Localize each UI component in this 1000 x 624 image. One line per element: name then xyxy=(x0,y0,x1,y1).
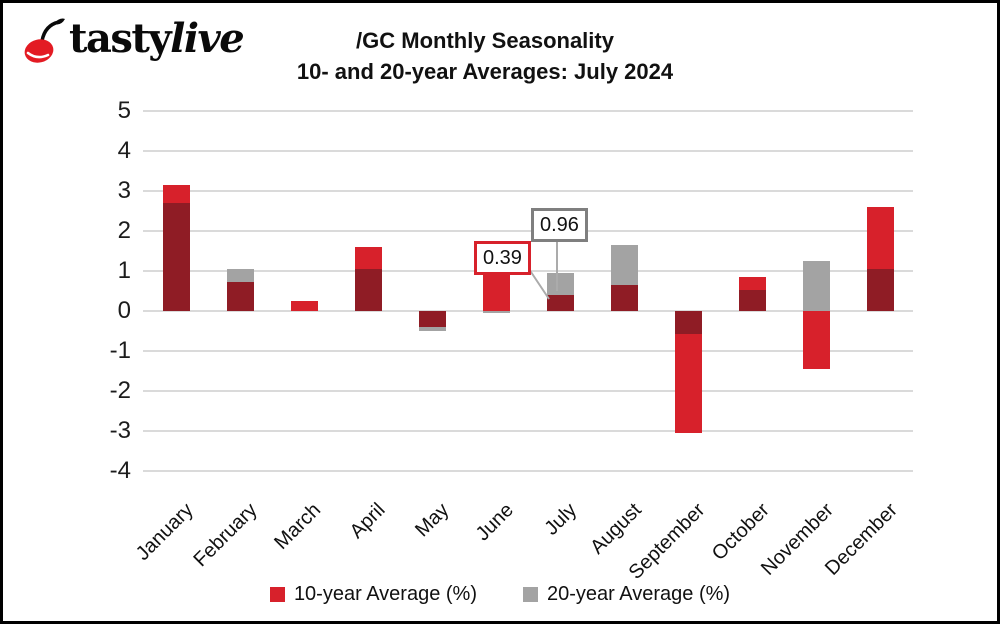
logo-live: live xyxy=(170,15,245,62)
chart-title-line2: 10- and 20-year Averages: July 2024 xyxy=(296,59,674,84)
gridline-y--4 xyxy=(143,470,913,472)
y-axis-tick-label: 2 xyxy=(117,217,131,244)
bar-november-20yr xyxy=(802,261,830,311)
gridline-y--3 xyxy=(143,430,913,432)
bar-june-20yr xyxy=(482,311,510,313)
gridline-y-0 xyxy=(143,310,913,312)
bar-june-10yr xyxy=(482,274,510,311)
legend-label-20yr: 20-year Average (%) xyxy=(547,583,731,605)
bar-may-overlap xyxy=(418,311,446,327)
chart-title: /GC Monthly Seasonality 10- and 20-year … xyxy=(63,25,907,87)
bar-october-overlap xyxy=(738,290,766,311)
gridline-y--1 xyxy=(143,350,913,352)
y-axis-tick-label: -2 xyxy=(109,377,131,404)
legend-label-10yr: 10-year Average (%) xyxy=(293,583,477,605)
legend-item-10yr: 10-year Average (%) xyxy=(269,583,477,606)
bar-march-10yr xyxy=(290,301,318,311)
gridline-y-2 xyxy=(143,230,913,232)
bar-december-overlap xyxy=(866,269,894,311)
annotation-july-10yr: 0.39 xyxy=(474,241,531,275)
annotation-leader-lines xyxy=(524,239,558,300)
logo-tasty: tasty xyxy=(69,15,172,62)
cherry-icon xyxy=(24,18,65,63)
tastylive-logo: tastylive xyxy=(17,13,245,65)
legend-item-20yr: 20-year Average (%) xyxy=(523,583,730,606)
y-axis-tick-label: 0 xyxy=(117,297,131,324)
bar-may-20yr xyxy=(418,327,446,331)
gridline-y-3 xyxy=(143,190,913,192)
annotation-july-20yr: 0.96 xyxy=(531,208,588,242)
y-axis-tick-label: 4 xyxy=(117,137,131,164)
bar-november-10yr xyxy=(802,311,830,369)
bar-august-20yr xyxy=(610,245,638,285)
bar-april-10yr xyxy=(354,247,382,269)
plot-area: 0.39 0.96 5 4 3 2 1 0 -1 -2 -3 -4 January February M… xyxy=(3,91,997,591)
gridline-y--2 xyxy=(143,390,913,392)
legend: 10-year Average (%) 20-year Average (%) xyxy=(3,583,997,606)
y-axis-tick-label: 5 xyxy=(117,97,131,124)
bar-july-overlap xyxy=(546,295,574,311)
chart-title-line1: /GC Monthly Seasonality xyxy=(356,28,614,53)
bar-january-overlap xyxy=(162,203,190,311)
y-axis-tick-label: -4 xyxy=(109,457,131,484)
bar-february-overlap xyxy=(226,281,254,311)
bar-july-20yr xyxy=(546,272,574,296)
bar-december-10yr xyxy=(866,207,894,269)
gridline-y-4 xyxy=(143,150,913,152)
logo-wordmark: tastylive xyxy=(69,19,245,59)
legend-swatch-10yr xyxy=(269,587,285,602)
bar-january-10yr xyxy=(162,185,190,203)
y-axis-tick-label: 3 xyxy=(117,177,131,204)
bar-september-10yr xyxy=(674,333,702,433)
bar-february-20yr xyxy=(226,269,254,282)
y-axis-tick-label: 1 xyxy=(117,257,131,284)
y-axis-tick-label: -3 xyxy=(109,417,131,444)
bar-october-10yr xyxy=(738,277,766,291)
legend-swatch-20yr xyxy=(523,587,538,602)
bar-august-overlap xyxy=(610,285,638,311)
bar-september-overlap xyxy=(674,311,702,334)
y-axis-tick-label: -1 xyxy=(109,337,131,364)
bar-april-overlap xyxy=(354,269,382,311)
gridline-y-5 xyxy=(143,110,913,112)
